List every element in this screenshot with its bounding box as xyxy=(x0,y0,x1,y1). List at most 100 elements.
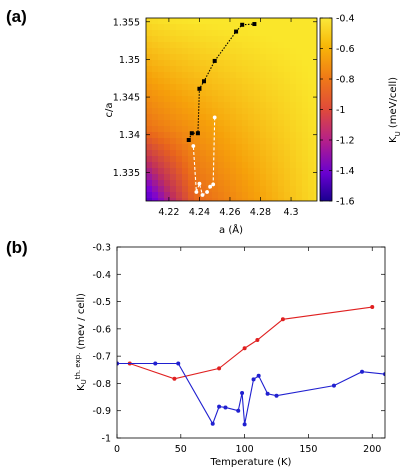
heatmap-cell xyxy=(176,108,183,115)
heatmap-cell xyxy=(254,54,261,61)
heatmap-cell xyxy=(176,192,183,199)
heatmap-cell xyxy=(272,54,279,61)
data-point xyxy=(195,131,200,136)
heatmap-cell xyxy=(272,186,279,193)
heatmap-cell xyxy=(200,18,207,25)
heatmap-cell xyxy=(314,150,317,157)
heatmap-cell xyxy=(314,30,317,37)
heatmap-cell xyxy=(254,126,261,133)
heatmap-cell xyxy=(266,114,273,121)
heatmap-cell xyxy=(284,72,291,79)
heatmap-cell xyxy=(308,102,315,109)
heatmap-cell xyxy=(152,48,159,55)
heatmap-cell xyxy=(212,24,219,31)
heatmap-cell xyxy=(290,72,297,79)
data-point xyxy=(274,393,279,398)
heatmap-cell xyxy=(296,150,303,157)
heatmap-cell xyxy=(158,18,165,25)
heatmap-cell xyxy=(266,96,273,103)
heatmap-cell xyxy=(308,108,315,115)
heatmap-cell xyxy=(254,60,261,67)
x-tick-label: 100 xyxy=(236,444,254,455)
heatmap-cell xyxy=(230,162,237,169)
heatmap-cell xyxy=(206,180,213,187)
y-tick-label: -0.6 xyxy=(92,324,111,335)
heatmap-cell xyxy=(146,138,153,145)
heatmap-cell xyxy=(158,156,165,163)
heatmap-cell xyxy=(296,90,303,97)
heatmap-cell xyxy=(266,120,273,127)
heatmap-cell xyxy=(176,156,183,163)
heatmap-cell xyxy=(236,180,243,187)
heatmap-cell xyxy=(170,138,177,145)
heatmap-cell xyxy=(182,78,189,85)
heatmap-cell xyxy=(212,96,219,103)
heatmap-cell xyxy=(248,156,255,163)
heatmap-cell xyxy=(200,168,207,175)
heatmap-cell xyxy=(194,66,201,73)
heatmap-cell xyxy=(254,120,261,127)
heatmap-cell xyxy=(266,108,273,115)
heatmap-cell xyxy=(266,162,273,169)
heatmap-cell xyxy=(164,78,171,85)
heatmap-cell xyxy=(242,24,249,31)
heatmap-cell xyxy=(278,18,285,25)
heatmap-cell xyxy=(302,144,309,151)
heatmap-cell xyxy=(260,108,267,115)
heatmap-cell xyxy=(182,30,189,37)
heatmap-cell xyxy=(188,126,195,133)
heatmap-cell xyxy=(146,108,153,115)
heatmap-cell xyxy=(206,96,213,103)
heatmap-cell xyxy=(194,180,201,187)
heatmap-cell xyxy=(296,156,303,163)
heatmap-cell xyxy=(314,42,317,49)
heatmap-cell xyxy=(176,60,183,67)
heatmap-cell xyxy=(260,18,267,25)
y-tick-label: -1 xyxy=(102,434,111,445)
heatmap-cell xyxy=(200,24,207,31)
heatmap-cell xyxy=(176,30,183,37)
heatmap-cell xyxy=(200,120,207,127)
data-point xyxy=(211,182,216,187)
heatmap-cell xyxy=(236,198,243,201)
heatmap-cell xyxy=(200,180,207,187)
heatmap-cell xyxy=(152,192,159,199)
heatmap-cell xyxy=(242,90,249,97)
heatmap-cell xyxy=(212,168,219,175)
heatmap-cell xyxy=(182,132,189,139)
heatmap-cell xyxy=(260,102,267,109)
heatmap-cell xyxy=(266,78,273,85)
heatmap-cell xyxy=(146,30,153,37)
heatmap-cell xyxy=(302,180,309,187)
heatmap-cell xyxy=(164,36,171,43)
heatmap-cell xyxy=(164,18,171,25)
heatmap-cell xyxy=(284,96,291,103)
heatmap-cell xyxy=(176,180,183,187)
heatmap-cell xyxy=(242,84,249,91)
heatmap-cell xyxy=(146,24,153,31)
heatmap-cell xyxy=(242,54,249,61)
heatmap-cell xyxy=(212,72,219,79)
heatmap-cell xyxy=(260,84,267,91)
heatmap-cell xyxy=(164,174,171,181)
y-tick-label: 1.335 xyxy=(113,168,140,179)
heatmap-cell xyxy=(188,90,195,97)
panel-a-xlabel: a (Å) xyxy=(219,223,243,236)
heatmap-cell xyxy=(272,102,279,109)
heatmap-cell xyxy=(308,168,315,175)
heatmap-cell xyxy=(296,180,303,187)
heatmap-cell xyxy=(206,162,213,169)
heatmap-cell xyxy=(146,174,153,181)
heatmap-cell xyxy=(146,66,153,73)
heatmap-cell xyxy=(194,174,201,181)
heatmap-cell xyxy=(314,72,317,79)
heatmap-cell xyxy=(200,30,207,37)
heatmap-cell xyxy=(302,90,309,97)
heatmap-cell xyxy=(242,168,249,175)
heatmap-cell xyxy=(230,186,237,193)
heatmap-cell xyxy=(194,150,201,157)
heatmap-cell xyxy=(314,198,317,201)
heatmap-cell xyxy=(284,144,291,151)
heatmap-cell xyxy=(266,18,273,25)
heatmap-cell xyxy=(158,30,165,37)
